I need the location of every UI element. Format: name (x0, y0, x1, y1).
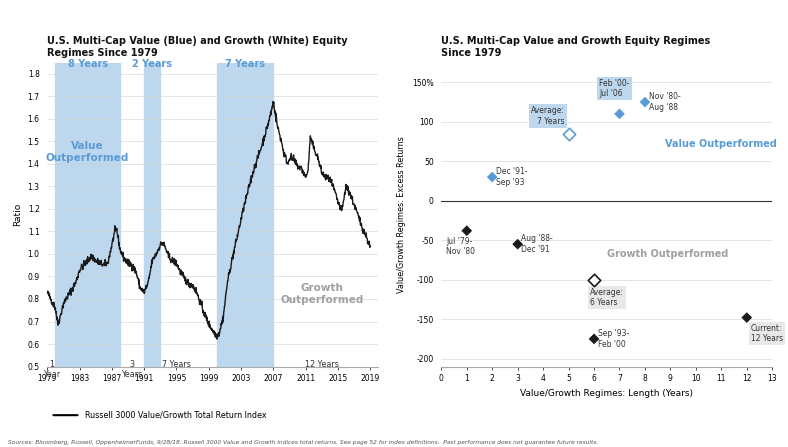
X-axis label: Value/Growth Regimes: Length (Years): Value/Growth Regimes: Length (Years) (520, 389, 693, 398)
Text: Value Outperformed: Value Outperformed (665, 139, 777, 149)
Bar (144, 63, 160, 367)
Text: 1
Year: 1 Year (43, 360, 61, 379)
Point (638, 98, 651, 105)
Y-axis label: Ratio: Ratio (13, 203, 22, 226)
Text: Growth
Outperformed: Growth Outperformed (280, 283, 363, 305)
Text: Sources: Bloomberg, Russell, OppenheimerFunds, 9/28/18. Russell 3000 Value and G: Sources: Bloomberg, Russell, Oppenheimer… (8, 440, 598, 445)
Text: 7 Years: 7 Years (162, 360, 191, 369)
Text: Value
Outperformed: Value Outperformed (46, 141, 129, 163)
Text: Russell 3000 Value/Growth Total Return Index: Russell 3000 Value/Growth Total Return I… (85, 411, 267, 420)
Text: U.S. Multi-Cap Value and Growth Equity Regimes
Since 1979: U.S. Multi-Cap Value and Growth Equity R… (441, 36, 711, 58)
Text: Dec '91-
Sep '93: Dec '91- Sep '93 (496, 167, 527, 187)
Point (460, 227, 473, 234)
Point (563, 130, 575, 137)
Text: 7 Years: 7 Years (225, 59, 265, 69)
Text: 8 Years: 8 Years (68, 59, 108, 69)
Text: Average:
6 Years: Average: 6 Years (590, 287, 624, 307)
Bar (55, 63, 120, 367)
Point (511, 240, 524, 248)
Text: 12 Years: 12 Years (305, 360, 339, 369)
Point (486, 173, 499, 181)
Text: Sep '93-
Feb '00: Sep '93- Feb '00 (598, 329, 629, 349)
Text: 2 Years: 2 Years (132, 59, 173, 69)
Text: U.S. Multi-Cap Value (Blue) and Growth (White) Equity
Regimes Since 1979: U.S. Multi-Cap Value (Blue) and Growth (… (47, 36, 348, 58)
Point (588, 276, 600, 283)
Point (741, 314, 753, 321)
Text: Aug '88-
Dec '91: Aug '88- Dec '91 (522, 235, 553, 254)
Point (588, 335, 600, 342)
Text: Current:
12 Years: Current: 12 Years (751, 324, 782, 343)
Text: Nov '80-
Aug '88: Nov '80- Aug '88 (649, 93, 681, 112)
Point (613, 110, 626, 118)
Text: Feb '00-
Jul '06: Feb '00- Jul '06 (599, 79, 630, 98)
Y-axis label: Value/Growth Regimes: Excess Returns: Value/Growth Regimes: Excess Returns (397, 136, 407, 293)
Text: Jul '79-
Nov '80: Jul '79- Nov '80 (446, 237, 475, 257)
Text: Average:
7 Years: Average: 7 Years (531, 106, 565, 126)
Text: 3
Years: 3 Years (121, 360, 143, 379)
Text: Growth Outperformed: Growth Outperformed (607, 249, 728, 259)
Bar (217, 63, 273, 367)
